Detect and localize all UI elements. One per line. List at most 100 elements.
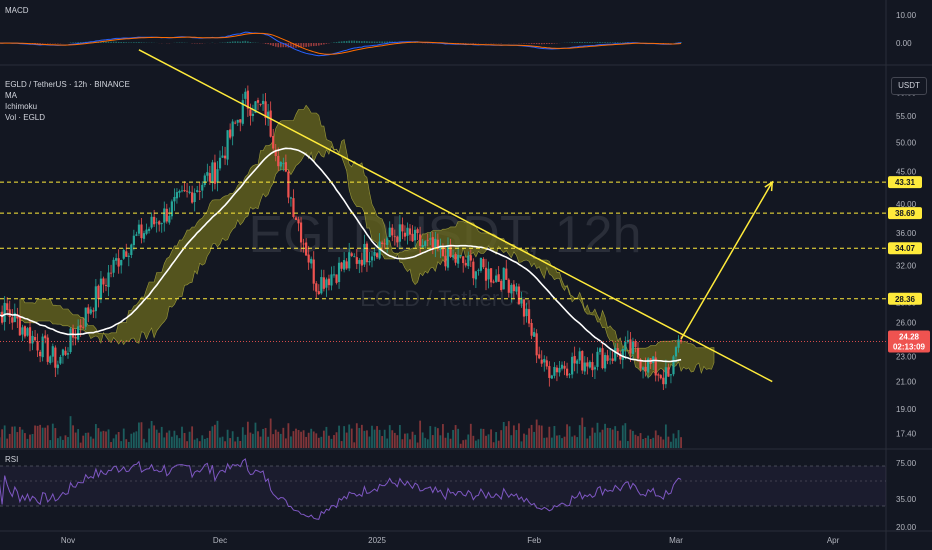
- macd-histogram-bar: [125, 42, 128, 43]
- rsi-tick: 35.00: [896, 495, 917, 504]
- macd-histogram-bar: [236, 41, 239, 43]
- volume-bar: [335, 432, 338, 448]
- volume-bar: [639, 433, 642, 448]
- candle-body: [56, 364, 59, 369]
- time-axis[interactable]: Nov Dec 2025 Feb Mar Apr: [61, 536, 840, 545]
- candle-body: [287, 171, 290, 198]
- macd-histogram-bar: [361, 41, 363, 43]
- candle-body: [517, 286, 521, 305]
- candle-body: [469, 255, 472, 261]
- currency-button[interactable]: USDT: [891, 77, 927, 95]
- macd-histogram-bar: [553, 43, 556, 44]
- volume-bar: [201, 435, 204, 448]
- projection-arrow[interactable]: [680, 180, 774, 340]
- volume-bar: [82, 435, 85, 448]
- candle-body: [317, 291, 320, 295]
- volume-bar: [459, 443, 462, 448]
- candle-body: [6, 303, 9, 311]
- candle-body: [644, 366, 647, 372]
- volume-bar: [87, 432, 90, 448]
- volume-bar: [300, 431, 302, 448]
- candle-body: [135, 234, 138, 236]
- volume-bar: [0, 437, 1, 448]
- macd-histogram-bar: [310, 43, 312, 47]
- candle-body: [419, 234, 422, 246]
- candle-body: [18, 317, 21, 336]
- candle-body: [201, 184, 204, 191]
- volume-bar: [447, 432, 449, 448]
- candle-body: [396, 236, 399, 243]
- candle-body: [477, 269, 480, 271]
- macd-histogram-bar: [318, 43, 320, 46]
- volume-bar: [110, 442, 112, 448]
- price-tick: 19.00: [896, 405, 917, 414]
- volume-bar: [8, 433, 11, 448]
- candle-body: [373, 252, 376, 256]
- candle-body: [82, 326, 85, 328]
- cloud-area: [19, 104, 715, 379]
- candle-body: [320, 277, 323, 294]
- volume-bar: [523, 433, 525, 448]
- volume-bar: [325, 426, 328, 448]
- ichimoku-cloud: [19, 104, 715, 379]
- candle-body: [147, 228, 151, 231]
- macd-histogram-bar: [231, 41, 234, 43]
- descending-trendline[interactable]: [138, 49, 773, 383]
- symbol-title[interactable]: EGLD / TetherUS · 12h · BINANCE: [5, 80, 130, 89]
- candle-body: [117, 258, 120, 267]
- candle-body: [36, 341, 39, 351]
- candle-body: [104, 285, 108, 286]
- macd-histogram-bar: [599, 42, 601, 43]
- macd-histogram-bar: [335, 42, 338, 43]
- volume-bar: [163, 437, 166, 448]
- candle-body: [451, 255, 455, 258]
- candle-body: [540, 359, 543, 364]
- volume-bar: [624, 423, 627, 448]
- candle-body: [533, 332, 536, 337]
- candle-body: [535, 333, 538, 356]
- volume-bar: [644, 437, 647, 448]
- candle-body: [365, 243, 369, 263]
- candle-body: [512, 284, 515, 292]
- chart-legend: EGLD / TetherUS · 12h · BINANCE MA Ichim…: [5, 79, 130, 123]
- price-axis[interactable]: 60.0055.0050.0045.0040.0036.0032.0028.00…: [896, 88, 917, 438]
- candle-body: [279, 161, 282, 167]
- candle-body: [211, 162, 214, 183]
- volume-bar: [480, 428, 482, 448]
- indicator-ichimoku[interactable]: Ichimoku: [5, 102, 38, 111]
- volume-bar: [191, 426, 194, 448]
- volume-bar: [586, 438, 589, 448]
- candle-body: [28, 327, 32, 344]
- volume-bar: [528, 428, 530, 448]
- volume-bar: [677, 430, 680, 448]
- macd-histogram-bar: [249, 42, 252, 43]
- candle-body: [601, 348, 604, 369]
- macd-histogram-bar: [604, 42, 606, 43]
- volume-bar: [145, 442, 148, 448]
- rsi-line: [0, 458, 682, 520]
- volume-bar: [457, 428, 460, 448]
- volume-bar: [512, 425, 515, 448]
- macd-histogram-bar: [110, 41, 112, 43]
- volume-bar: [649, 438, 652, 448]
- candle-body: [360, 259, 363, 266]
- candle-body: [213, 162, 217, 184]
- level-badge: [888, 176, 922, 189]
- candle-body: [33, 337, 37, 341]
- candle-body: [411, 233, 414, 242]
- candle-body: [206, 172, 209, 176]
- volume-bar: [214, 424, 216, 448]
- volume-bar: [178, 438, 181, 448]
- macd-histogram-bar: [325, 43, 328, 44]
- volume-bar: [1, 429, 4, 448]
- indicator-ma[interactable]: MA: [5, 91, 17, 100]
- candle-body: [180, 190, 184, 192]
- indicator-volume[interactable]: Vol · EGLD: [5, 113, 46, 122]
- ma-line: [0, 147, 682, 363]
- volume-bar: [520, 441, 523, 448]
- volume-bar: [662, 439, 665, 448]
- macd-histogram-bar: [373, 41, 376, 43]
- candle-body: [203, 175, 206, 186]
- candle-body: [267, 111, 270, 119]
